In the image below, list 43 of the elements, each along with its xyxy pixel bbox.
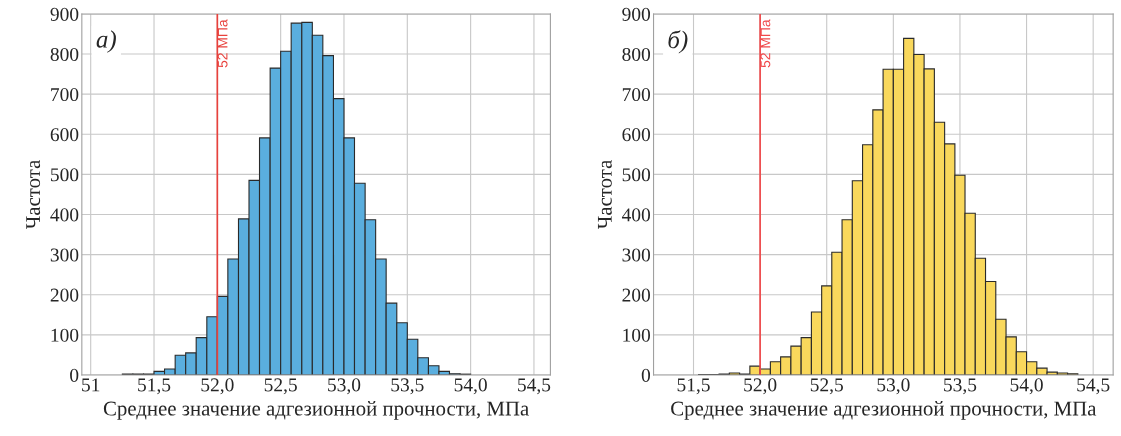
y-tick-label: 900 [622, 7, 651, 21]
x-tick-label: 54,5 [1077, 378, 1110, 395]
y-tick-label: 300 [622, 248, 651, 262]
y-tick-label: 200 [622, 288, 651, 302]
x-axis-title: Среднее значение адгезионной прочности, МПа [103, 401, 529, 420]
y-tick-label: 800 [50, 47, 79, 61]
y-tick-label: 700 [622, 87, 651, 102]
x-tick-label: 51,5 [677, 378, 710, 395]
x-tick-label: 52,0 [744, 378, 777, 395]
x-tick-label: 52,5 [264, 378, 297, 395]
y-tick-label: 600 [622, 128, 651, 142]
x-tick-label: 53,0 [328, 378, 361, 395]
y-tick-label: 100 [623, 328, 651, 342]
annotation: а) [96, 30, 116, 53]
x-axis-title: Среднее значение адгезионной прочности, МПа [671, 401, 1097, 420]
y-tick-label: 0 [641, 368, 651, 382]
y-tick-label: 500 [622, 168, 651, 182]
y-tick-label: 400 [621, 208, 651, 222]
y-tick-label: 500 [51, 168, 79, 182]
x-tick-label: 54,5 [518, 378, 551, 395]
x-tick-label: 54,0 [454, 378, 487, 395]
y-tick-label: 100 [51, 328, 79, 342]
y-tick-label: 200 [50, 288, 79, 302]
x-tick-label: 52,5 [810, 378, 843, 395]
annotation: б) [668, 30, 688, 54]
ref-line-label: 52 МПа [217, 19, 228, 68]
ref-line-label: 52 МПа [760, 19, 771, 68]
x-tick-label: 53,5 [944, 378, 977, 395]
x-tick-label: 52,0 [201, 378, 234, 395]
x-tick-label: 51 [82, 378, 100, 392]
y-tick-label: 300 [50, 248, 79, 262]
y-tick-label: 900 [50, 7, 79, 21]
y-axis-title: Частота [26, 159, 41, 230]
x-tick-label: 54,0 [1010, 378, 1043, 395]
y-tick-label: 0 [70, 368, 79, 382]
y-tick-label: 400 [50, 208, 79, 222]
x-tick-label: 53,5 [391, 378, 424, 395]
y-axis-title: Частота [597, 159, 612, 230]
y-tick-label: 700 [51, 87, 79, 102]
y-tick-label: 800 [622, 47, 651, 61]
y-tick-label: 600 [50, 128, 79, 142]
x-tick-label: 53,0 [877, 378, 910, 395]
x-tick-label: 51,5 [138, 378, 171, 395]
